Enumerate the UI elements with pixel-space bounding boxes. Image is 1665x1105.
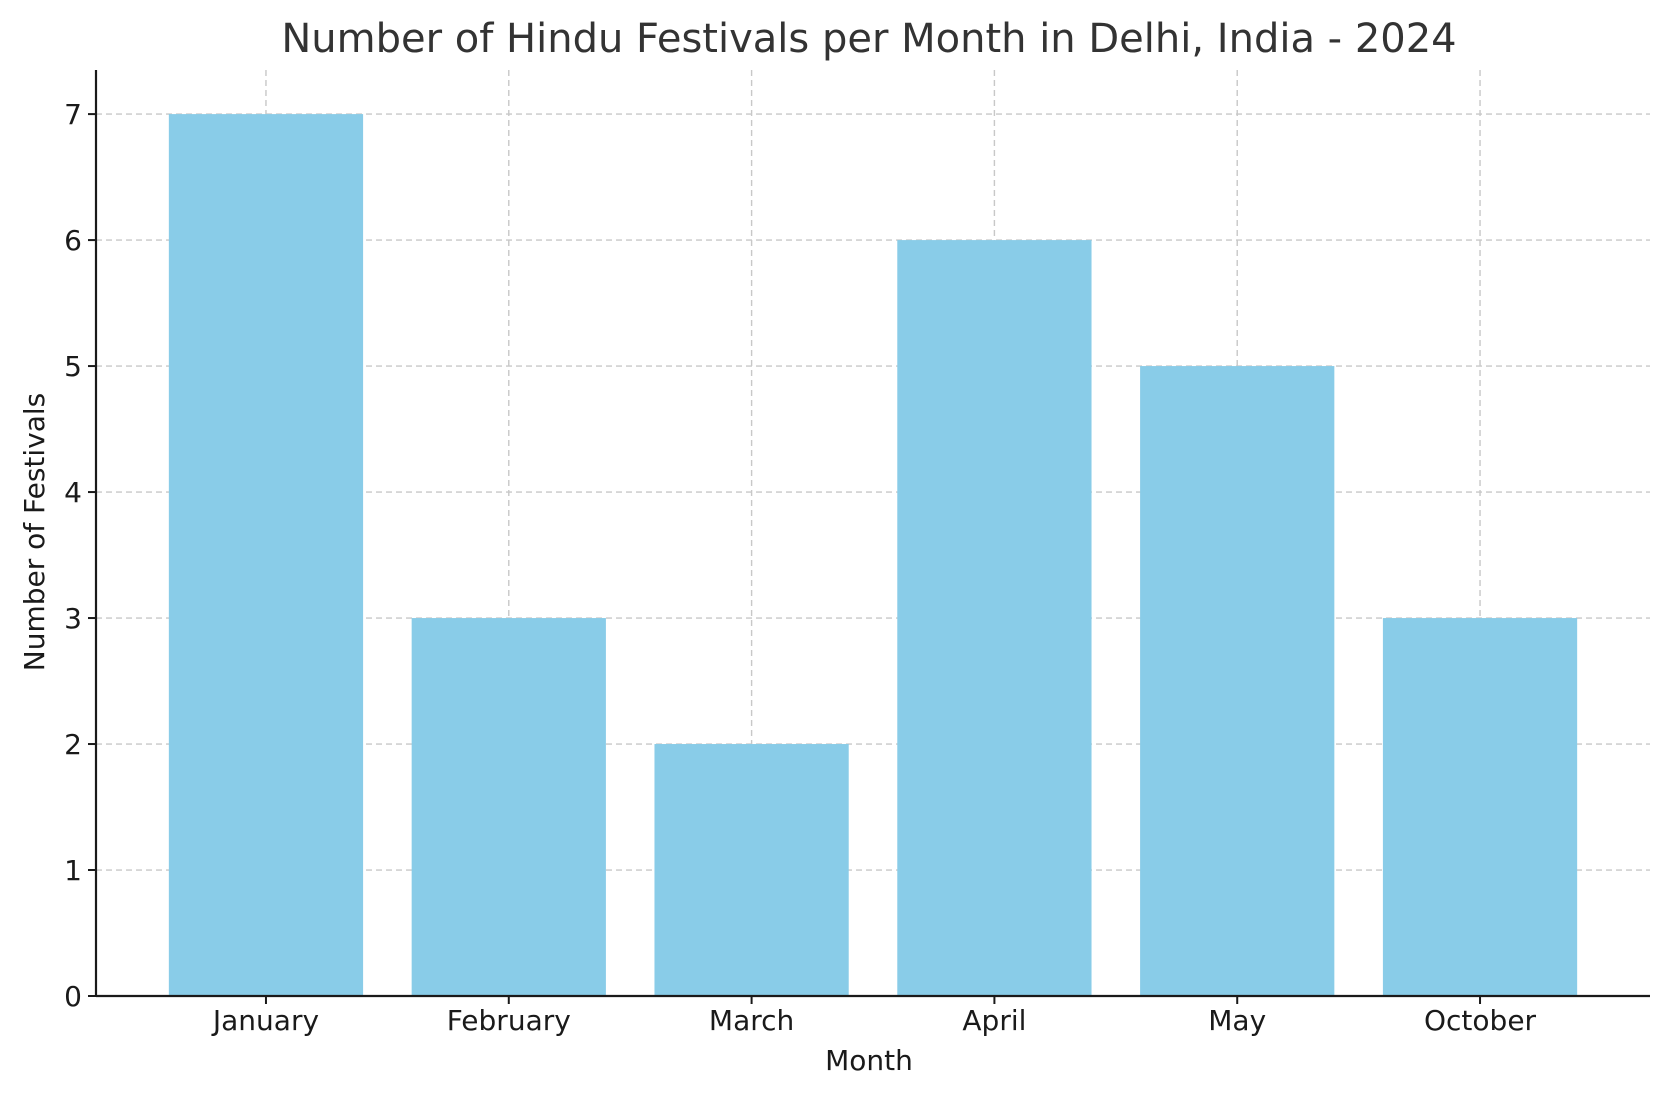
y-tick-label: 3 bbox=[64, 602, 82, 635]
x-tick-label: February bbox=[447, 1004, 571, 1037]
y-tick-label: 6 bbox=[64, 224, 82, 257]
y-tick-label: 2 bbox=[64, 728, 82, 761]
bar-october bbox=[1382, 618, 1578, 996]
bar-february bbox=[411, 618, 606, 996]
chart-title: Number of Hindu Festivals per Month in D… bbox=[281, 16, 1456, 62]
axis-layer: 0 1 2 3 4 5 6 7 January February March April May Octo… bbox=[64, 70, 1650, 1037]
y-tick-label: 0 bbox=[64, 980, 82, 1013]
y-tick-label: 7 bbox=[64, 98, 82, 131]
bar-may bbox=[1140, 366, 1335, 997]
bar-april bbox=[897, 240, 1092, 996]
x-tick-label: April bbox=[962, 1004, 1026, 1037]
bar-january bbox=[168, 114, 364, 997]
x-tick-label: May bbox=[1208, 1004, 1266, 1037]
x-tick-label: October bbox=[1424, 1004, 1537, 1037]
x-tick-label: January bbox=[211, 1004, 319, 1037]
y-tick-label: 4 bbox=[64, 476, 82, 509]
x-axis-label: Month bbox=[825, 1044, 913, 1077]
y-tick-label: 5 bbox=[64, 350, 82, 383]
y-tick-label: 1 bbox=[64, 854, 82, 887]
bar-march bbox=[654, 744, 849, 996]
x-tick-label: March bbox=[709, 1004, 794, 1037]
y-axis-label: Number of Festivals bbox=[18, 393, 51, 672]
bar-layer bbox=[168, 114, 1578, 997]
